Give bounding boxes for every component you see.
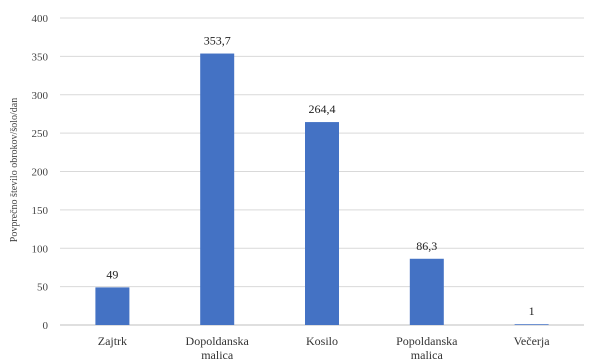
y-tick-label-350: 350 [32,51,49,63]
category-label-3: Kosilo [306,334,338,348]
y-tick-label-100: 100 [32,243,49,255]
y-axis-ticks: 0 50 100 150 200 250 300 350 400 [32,13,49,332]
y-tick-label-150: 150 [32,205,49,217]
category-label-5: Večerja [514,334,551,348]
bars [95,53,549,326]
y-tick-label-50: 50 [37,282,49,294]
data-labels: 49 353,7 264,4 86,3 1 [106,34,534,319]
y-tick-label-0: 0 [43,320,49,332]
y-tick-label-400: 400 [32,13,49,25]
y-tick-label-250: 250 [32,128,49,140]
bar-zajtrk [95,287,130,325]
data-label-4: 86,3 [416,239,437,253]
y-tick-label-200: 200 [32,167,49,179]
bar-kosilo [305,122,339,325]
data-label-5: 1 [529,304,535,318]
category-label-2: Dopoldanska malica [186,334,250,360]
category-label-4: Popoldanska malica [396,334,458,360]
data-label-2: 353,7 [204,34,231,48]
y-tick-label-300: 300 [32,90,49,102]
bar-dopoldanska-malica [200,53,235,326]
x-axis-categories: Zajtrk Dopoldanska malica Kosilo Popoldanska… [98,334,551,360]
y-axis-label: Povprečno število obrokov/šolo/dan [9,98,20,242]
bar-večerja [514,324,549,325]
bar-popoldanska-malica [409,258,444,325]
data-label-3: 264,4 [309,102,336,116]
category-label-1: Zajtrk [98,334,127,348]
data-label-1: 49 [106,267,118,281]
